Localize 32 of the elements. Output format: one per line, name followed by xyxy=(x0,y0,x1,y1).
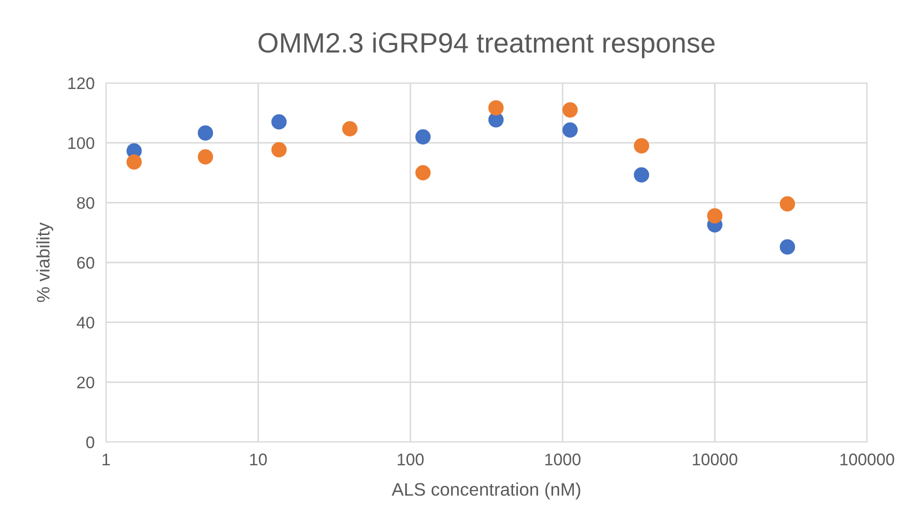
x-tick-label: 1000 xyxy=(545,454,580,466)
y-tick-label: 20 xyxy=(77,376,94,388)
point xyxy=(562,122,578,138)
x-tick-label: 100000 xyxy=(840,454,894,466)
x-axis-title: ALS concentration (nM) xyxy=(392,482,580,500)
point xyxy=(198,125,214,141)
point xyxy=(707,208,722,224)
point xyxy=(634,138,650,154)
point xyxy=(198,149,214,165)
y-tick-label: 100 xyxy=(68,137,94,150)
y-tick-label: 60 xyxy=(77,256,94,269)
point xyxy=(780,196,796,212)
point xyxy=(126,154,142,170)
point xyxy=(634,167,650,182)
point xyxy=(271,114,287,130)
chart-title: OMM2.3 iGRP94 treatment response xyxy=(258,32,715,58)
point xyxy=(342,121,358,136)
x-tick-label: 10 xyxy=(250,454,267,466)
point xyxy=(415,165,431,180)
y-tick-label: 0 xyxy=(86,436,94,448)
y-tick-label: 80 xyxy=(77,197,94,209)
y-axis-title: % viability xyxy=(36,222,54,302)
x-tick-label: 10000 xyxy=(692,454,738,466)
y-tick-label: 120 xyxy=(68,77,94,90)
x-tick-label: 1 xyxy=(102,454,110,466)
point xyxy=(415,129,431,144)
y-tick-label: 40 xyxy=(76,316,94,329)
point xyxy=(271,142,287,158)
x-tick-label: 100 xyxy=(398,454,424,466)
point xyxy=(488,100,504,116)
point xyxy=(780,239,796,255)
point xyxy=(562,102,578,118)
